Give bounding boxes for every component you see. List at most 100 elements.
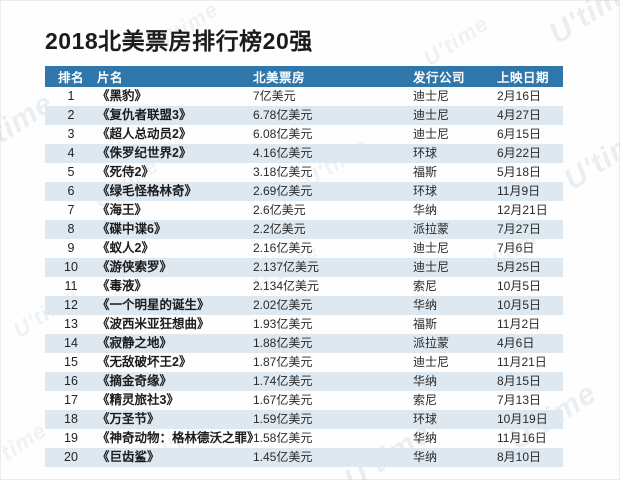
rank-cell: 16	[64, 374, 78, 388]
release-date-cell: 6月15日	[497, 127, 542, 141]
table-row: 10 《游侠索罗》 2.137亿美元 迪士尼 5月25日	[45, 258, 563, 277]
distributor-cell: 环球	[413, 146, 438, 160]
box-office-cell: 2.02亿美元	[253, 298, 313, 312]
rank-cell: 1	[67, 89, 75, 103]
table-row: 16 《摘金奇缘》 1.74亿美元 华纳 8月15日	[45, 372, 563, 391]
title-cell: 《一个明星的诞生》	[97, 298, 210, 312]
rank-cell: 4	[67, 146, 75, 160]
rank-cell: 9	[67, 241, 75, 255]
box-office-cell: 1.67亿美元	[253, 393, 313, 407]
release-date-cell: 7月13日	[497, 393, 542, 407]
title-cell: 《侏罗纪世界2》	[97, 146, 192, 160]
rank-cell: 13	[64, 317, 78, 331]
table-row: 11 《毒液》 2.134亿美元 索尼 10月5日	[45, 277, 563, 296]
box-office-cell: 6.78亿美元	[253, 108, 313, 122]
rank-cell: 15	[64, 355, 78, 369]
distributor-cell: 索尼	[413, 279, 438, 293]
title-cell: 《毒液》	[97, 279, 148, 293]
distributor-cell: 环球	[413, 412, 438, 426]
release-date-cell: 7月27日	[497, 222, 542, 236]
box-office-cell: 1.88亿美元	[253, 336, 313, 350]
distributor-cell: 迪士尼	[413, 241, 450, 255]
distributor-cell: 华纳	[413, 450, 438, 464]
release-date-cell: 12月21日	[497, 203, 548, 217]
rank-cell: 10	[64, 260, 78, 274]
release-date-cell: 8月10日	[497, 450, 542, 464]
distributor-cell: 迪士尼	[413, 355, 450, 369]
release-date-cell: 7月6日	[497, 241, 535, 255]
box-office-cell: 2.69亿美元	[253, 184, 313, 198]
distributor-cell: 迪士尼	[413, 108, 450, 122]
title-cell: 《游侠索罗》	[97, 260, 173, 274]
title-cell: 《蚁人2》	[97, 241, 154, 255]
distributor-cell: 华纳	[413, 374, 438, 388]
table-row: 4 《侏罗纪世界2》 4.16亿美元 环球 6月22日	[45, 144, 563, 163]
box-office-cell: 2.6亿美元	[253, 203, 306, 217]
page-title: 2018北美票房排行榜20强	[45, 28, 313, 54]
distributor-cell: 迪士尼	[413, 260, 450, 274]
release-date-cell: 2月16日	[497, 89, 542, 103]
table-row: 1 《黑豹》 7亿美元 迪士尼 2月16日	[45, 87, 563, 106]
title-cell: 《黑豹》	[97, 89, 148, 103]
rank-cell: 20	[64, 450, 78, 464]
release-date-cell: 5月18日	[497, 165, 542, 179]
title-cell: 《波西米亚狂想曲》	[97, 317, 210, 331]
title-cell: 《寂静之地》	[97, 336, 173, 350]
table-row: 8 《碟中谍6》 2.2亿美元 派拉蒙 7月27日	[45, 220, 563, 239]
release-date-cell: 10月19日	[497, 412, 548, 426]
title-cell: 《海王》	[97, 203, 148, 217]
box-office-cell: 4.16亿美元	[253, 146, 313, 160]
column-header-distributor: 发行公司	[413, 66, 497, 87]
release-date-cell: 4月6日	[497, 336, 535, 350]
release-date-cell: 11月9日	[497, 184, 541, 198]
release-date-cell: 10月5日	[497, 298, 542, 312]
column-header-title: 片名	[97, 66, 253, 87]
title-cell: 《碟中谍6》	[97, 222, 167, 236]
rank-cell: 7	[67, 203, 75, 217]
table-row: 12 《一个明星的诞生》 2.02亿美元 华纳 10月5日	[45, 296, 563, 315]
box-office-cell: 2.2亿美元	[253, 222, 306, 236]
rank-cell: 6	[67, 184, 75, 198]
title-cell: 《神奇动物：格林德沃之罪》	[97, 431, 253, 445]
distributor-cell: 迪士尼	[413, 127, 450, 141]
table-row: 2 《复仇者联盟3》 6.78亿美元 迪士尼 4月27日	[45, 106, 563, 125]
title-cell: 《精灵旅社3》	[97, 393, 179, 407]
box-office-cell: 1.74亿美元	[253, 374, 313, 388]
release-date-cell: 11月16日	[497, 431, 547, 445]
table-row: 14 《寂静之地》 1.88亿美元 派拉蒙 4月6日	[45, 334, 563, 353]
distributor-cell: 华纳	[413, 203, 438, 217]
release-date-cell: 6月22日	[497, 146, 542, 160]
distributor-cell: 索尼	[413, 393, 438, 407]
title-cell: 《摘金奇缘》	[97, 374, 173, 388]
box-office-cell: 2.137亿美元	[253, 260, 320, 274]
table-row: 6 《绿毛怪格林奇》 2.69亿美元 环球 11月9日	[45, 182, 563, 201]
box-office-cell: 1.59亿美元	[253, 412, 313, 426]
table-row: 5 《死侍2》 3.18亿美元 福斯 5月18日	[45, 163, 563, 182]
table-row: 20 《巨齿鲨》 1.45亿美元 华纳 8月10日	[45, 448, 563, 467]
title-cell: 《死侍2》	[97, 165, 154, 179]
release-date-cell: 11月21日	[497, 355, 547, 369]
distributor-cell: 派拉蒙	[413, 222, 450, 236]
release-date-cell: 10月5日	[497, 279, 542, 293]
column-header-box-office: 北美票房	[253, 66, 413, 87]
title-cell: 《绿毛怪格林奇》	[97, 184, 198, 198]
title-cell: 《超人总动员2》	[97, 127, 192, 141]
rank-cell: 18	[64, 412, 78, 426]
box-office-cell: 1.93亿美元	[253, 317, 313, 331]
rank-cell: 8	[67, 222, 75, 236]
box-office-cell: 6.08亿美元	[253, 127, 313, 141]
rank-cell: 3	[67, 127, 75, 141]
rank-cell: 2	[67, 108, 75, 122]
distributor-cell: 华纳	[413, 298, 438, 312]
release-date-cell: 4月27日	[497, 108, 542, 122]
distributor-cell: 迪士尼	[413, 89, 450, 103]
box-office-cell: 2.134亿美元	[253, 279, 320, 293]
rank-cell: 14	[64, 336, 78, 350]
box-office-table: 排名 片名 北美票房 发行公司 上映日期 1 《黑豹》 7亿美元 迪士尼 2月16日 2 《…	[45, 66, 563, 467]
release-date-cell: 8月15日	[497, 374, 542, 388]
table-row: 13 《波西米亚狂想曲》 1.93亿美元 福斯 11月2日	[45, 315, 563, 334]
title-cell: 《复仇者联盟3》	[97, 108, 192, 122]
table-row: 3 《超人总动员2》 6.08亿美元 迪士尼 6月15日	[45, 125, 563, 144]
table-row: 15 《无敌破坏王2》 1.87亿美元 迪士尼 11月21日	[45, 353, 563, 372]
